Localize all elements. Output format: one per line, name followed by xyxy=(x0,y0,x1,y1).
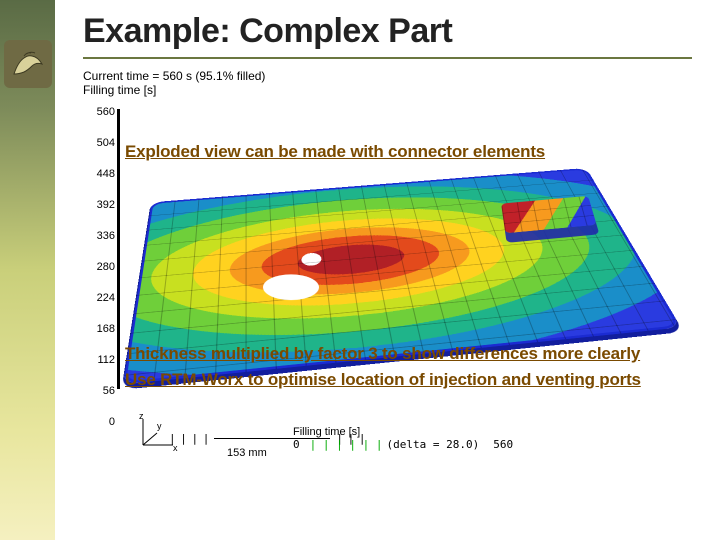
y-tick: 560 xyxy=(85,107,115,138)
legend-green-ticks: | | | | | | xyxy=(310,438,383,451)
through-hole xyxy=(262,274,319,300)
bullet-exploded-view: Exploded view can be made with connector… xyxy=(125,142,545,162)
param-name-text: Filling time [s] xyxy=(83,83,693,97)
hand-logo-icon xyxy=(4,40,52,88)
legend-title: Filling time [s] xyxy=(293,426,513,438)
legend-max: 560 xyxy=(493,438,513,451)
y-tick: 504 xyxy=(85,138,115,169)
color-legend: Filling time [s] 0 | | | | | | (delta = … xyxy=(293,426,513,451)
y-tick: 224 xyxy=(85,293,115,324)
y-tick: 168 xyxy=(85,324,115,355)
y-axis-bar xyxy=(117,109,120,389)
axis-y-label: y xyxy=(157,421,162,431)
y-tick: 112 xyxy=(85,355,115,386)
y-tick: 392 xyxy=(85,200,115,231)
y-tick: 336 xyxy=(85,231,115,262)
slide-body: Example: Complex Part Current time = 560… xyxy=(55,0,720,540)
simulation-figure: Current time = 560 s (95.1% filled) Fill… xyxy=(83,69,693,469)
scale-brackets-left: | | | | xyxy=(169,432,208,445)
y-axis-ticks: 560 504 448 392 336 280 224 168 112 56 0 xyxy=(85,107,115,448)
sim-status-readout: Current time = 560 s (95.1% filled) Fill… xyxy=(83,69,693,97)
y-tick: 0 xyxy=(85,417,115,448)
bullet-thickness-factor: Thickness multiplied by factor 3 to show… xyxy=(125,344,640,364)
y-tick: 448 xyxy=(85,169,115,200)
legend-ticks: 0 | | | | | | (delta = 28.0) 560 xyxy=(293,438,513,451)
legend-min: 0 xyxy=(293,438,300,451)
page-title: Example: Complex Part xyxy=(83,12,692,51)
title-rule xyxy=(83,57,692,59)
current-time-text: Current time = 560 s (95.1% filled) xyxy=(83,69,693,83)
y-tick: 280 xyxy=(85,262,115,293)
left-margin xyxy=(0,0,55,540)
axis-z-label: z xyxy=(139,411,144,421)
legend-delta: (delta = 28.0) xyxy=(386,438,479,451)
y-tick: 56 xyxy=(85,386,115,417)
bullet-rtm-worx: Use RTM-Worx to optimise location of inj… xyxy=(125,370,641,390)
